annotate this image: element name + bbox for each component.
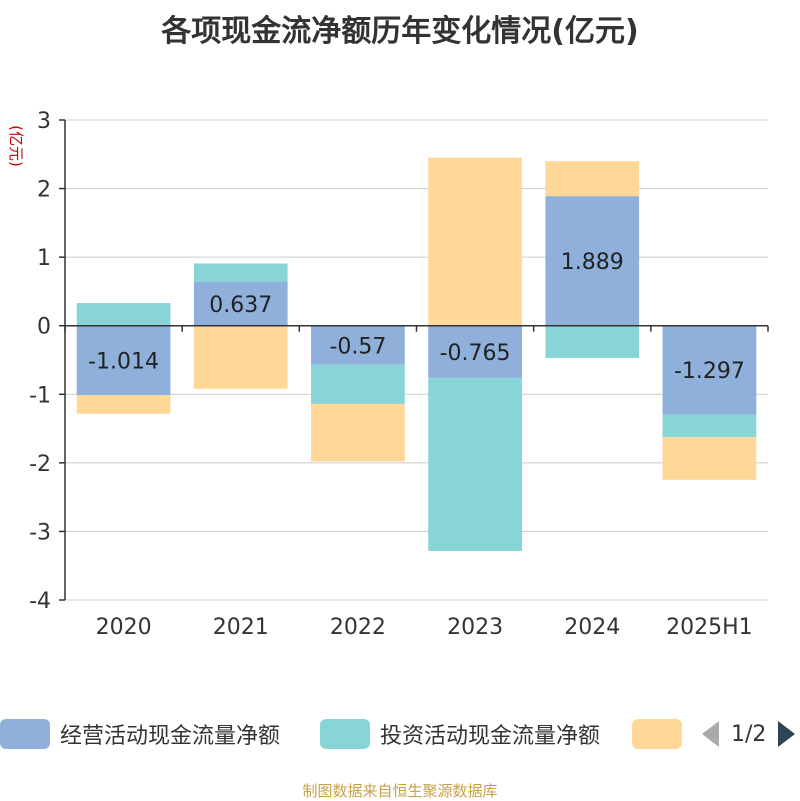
legend-swatch-operating: [0, 719, 50, 749]
bar-series1-2021: [193, 263, 288, 283]
legend-next-page-icon[interactable]: [778, 721, 796, 747]
data-label-2023: -0.765: [440, 341, 511, 366]
bar-series2-2024: [545, 161, 640, 197]
legend-item-investing[interactable]: 投资活动现金流量净额: [320, 716, 600, 752]
y-tick-label--3: -3: [29, 520, 51, 545]
bar-series0-2022: [311, 325, 405, 365]
y-tick-label-0: 0: [37, 315, 51, 340]
legend-item-operating[interactable]: 经营活动现金流量净额: [0, 716, 280, 752]
bar-series2-2021: [193, 325, 288, 389]
legend: 经营活动现金流量净额 投资活动现金流量净额 1/2: [0, 716, 800, 752]
bar-series1-2024: [545, 325, 640, 358]
bar-series0-2020: [76, 325, 171, 396]
chart-title: 各项现金流净额历年变化情况(亿元): [161, 14, 639, 49]
y-tick-label-2: 2: [37, 178, 51, 203]
data-label-2024: 1.889: [561, 250, 624, 275]
bar-series2-2025H1: [662, 437, 757, 480]
source-note: 制图数据来自恒生聚源数据库: [302, 782, 498, 800]
data-label-2022: -0.57: [329, 334, 386, 359]
x-tick-label-2024: 2024: [564, 615, 620, 640]
bar-series1-2022: [311, 364, 405, 404]
y-tick-label--4: -4: [29, 589, 51, 614]
bar-series2-2023: [428, 157, 522, 326]
legend-item-financing[interactable]: [632, 716, 682, 752]
y-tick-label--1: -1: [29, 383, 51, 408]
data-label-2021: 0.637: [209, 293, 272, 318]
chart-area: (亿元) 3 2 1 0 -1 -2 -3 -4 2020 2021 2022 2023 2024 202…: [7, 109, 769, 640]
x-tick-label-2023: 2023: [447, 615, 503, 640]
x-tick-label-2021: 2021: [213, 615, 269, 640]
legend-label-operating: 经营活动现金流量净额: [60, 724, 281, 749]
data-label-2025H1: -1.297: [674, 359, 745, 384]
x-tick-label-2022: 2022: [330, 615, 386, 640]
x-tick-label-2020: 2020: [96, 615, 152, 640]
y-axis-unit-label: (亿元): [7, 125, 25, 167]
legend-label-investing: 投资活动现金流量净额: [380, 724, 601, 749]
bar-series0-2025H1: [662, 325, 757, 415]
bar-series2-2022: [311, 403, 405, 462]
legend-page-indicator: 1/2: [731, 721, 767, 747]
bar-series0-2023: [428, 325, 522, 379]
data-label-2020: -1.014: [88, 349, 159, 374]
bar-series1-2025H1: [662, 414, 757, 438]
legend-pager: 1/2: [702, 716, 796, 752]
y-tick-label-1: 1: [37, 246, 51, 271]
bar-series2-2020: [76, 395, 171, 414]
y-tick-label--2: -2: [29, 452, 51, 477]
legend-swatch-investing: [320, 719, 370, 749]
x-tick-label-2025H1: 2025H1: [666, 615, 753, 640]
y-tick-label-3: 3: [37, 109, 51, 134]
bar-series1-2023: [428, 378, 522, 551]
legend-prev-page-icon[interactable]: [702, 721, 719, 747]
bar-series0-2021: [193, 282, 288, 326]
bar-series0-2024: [545, 196, 640, 326]
bar-series1-2020: [76, 303, 171, 326]
legend-swatch-financing: [632, 719, 682, 749]
